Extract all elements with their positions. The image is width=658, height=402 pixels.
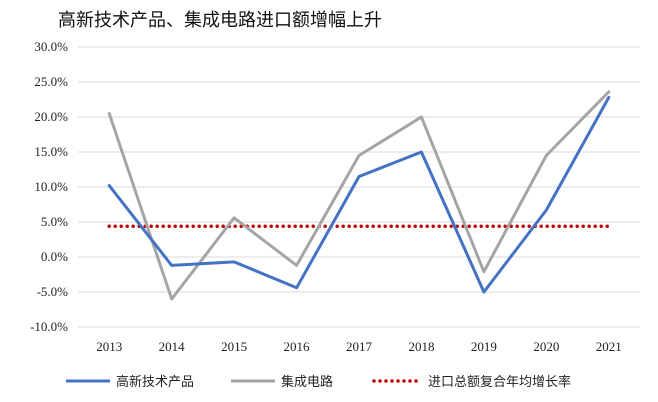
- y-tick-label: 10.0%: [34, 179, 68, 194]
- x-tick-label: 2015: [221, 339, 247, 354]
- x-tick-label: 2021: [596, 339, 622, 354]
- grid-lines: [78, 46, 640, 328]
- series-line-2: [107, 90, 611, 301]
- y-tick-label: 20.0%: [34, 109, 68, 124]
- x-tick-label: 2016: [284, 339, 311, 354]
- x-tick-label: 2020: [533, 339, 559, 354]
- y-tick-label: 30.0%: [34, 39, 68, 54]
- legend-label-3: 进口总额复合年均增长率: [428, 374, 571, 390]
- legend-label-2: 集成电路: [281, 374, 333, 390]
- legend: 高新技术产品 集成电路 进口总额复合年均增长率: [66, 374, 571, 390]
- x-tick-label: 2018: [408, 339, 434, 354]
- y-tick-label: 0.0%: [41, 249, 68, 264]
- series-line-1: [107, 95, 611, 294]
- legend-label-1: 高新技术产品: [116, 374, 194, 390]
- x-tick-label: 2013: [96, 339, 122, 354]
- series-lines: [107, 90, 611, 301]
- y-tick-label: 5.0%: [41, 214, 68, 229]
- x-tick-label: 2017: [346, 339, 373, 354]
- chart-title: 高新技术产品、集成电路进口额增幅上升: [58, 10, 382, 31]
- x-axis-tick-labels: 2013 2014 2015 2016 2017 2018 2019 2020 2021: [96, 339, 622, 354]
- x-tick-label: 2014: [159, 339, 186, 354]
- y-tick-label: -10.0%: [30, 319, 68, 334]
- y-axis-tick-labels: 30.0% 25.0% 20.0% 15.0% 10.0% 5.0% 0.0% -5.0% -1…: [30, 39, 68, 334]
- y-tick-label: 25.0%: [34, 74, 68, 89]
- y-tick-label: -5.0%: [37, 284, 69, 299]
- y-tick-label: 15.0%: [34, 144, 68, 159]
- x-tick-label: 2019: [471, 339, 497, 354]
